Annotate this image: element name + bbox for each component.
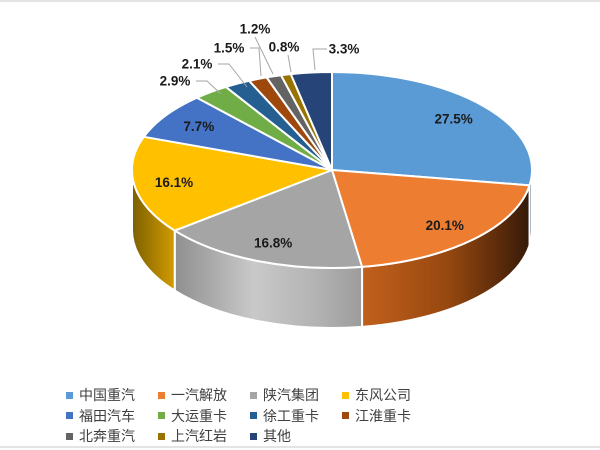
leader-line bbox=[254, 36, 274, 75]
legend-item: 一汽解放 bbox=[158, 385, 250, 406]
legend-label: 徐工重卡 bbox=[263, 407, 319, 424]
legend-swatch bbox=[158, 391, 165, 399]
legend-item: 东风公司 bbox=[342, 385, 434, 406]
legend-item: 徐工重卡 bbox=[250, 406, 342, 427]
legend-label: 江淮重卡 bbox=[355, 407, 411, 424]
legend-swatch bbox=[158, 432, 165, 440]
legend-item: 江淮重卡 bbox=[342, 406, 434, 427]
legend-item: 其他 bbox=[250, 426, 342, 447]
data-label: 16.8% bbox=[254, 235, 292, 250]
pie-slice bbox=[331, 71, 533, 187]
data-label: 1.2% bbox=[240, 22, 271, 37]
data-label: 16.1% bbox=[155, 175, 193, 190]
legend-swatch bbox=[250, 432, 257, 440]
legend-item: 大运重卡 bbox=[158, 406, 250, 427]
leader-line bbox=[312, 48, 327, 71]
legend-swatch bbox=[66, 432, 73, 440]
legend-label: 中国重汽 bbox=[79, 387, 135, 404]
legend-swatch bbox=[250, 391, 257, 399]
legend-item: 北奔重汽 bbox=[66, 426, 158, 447]
leader-line bbox=[250, 47, 262, 77]
pie-slice bbox=[131, 135, 333, 232]
leader-line bbox=[218, 63, 248, 88]
legend-label: 陕汽集团 bbox=[263, 387, 319, 404]
legend-item: 上汽红岩 bbox=[158, 426, 250, 447]
pie-slice bbox=[173, 169, 364, 269]
legend-label: 福田汽车 bbox=[79, 407, 135, 424]
legend-label: 大运重卡 bbox=[171, 407, 227, 424]
pie-slice bbox=[289, 71, 333, 171]
leader-line bbox=[196, 80, 222, 95]
legend-swatch bbox=[66, 391, 73, 399]
data-label: 2.9% bbox=[160, 74, 191, 89]
data-label: 27.5% bbox=[435, 112, 473, 127]
pie-slice bbox=[142, 96, 333, 171]
legend-label: 其他 bbox=[263, 428, 291, 445]
legend-swatch bbox=[342, 391, 349, 399]
legend-swatch bbox=[158, 412, 165, 420]
data-label: 20.1% bbox=[426, 218, 464, 233]
legend-label: 上汽红岩 bbox=[171, 428, 227, 445]
legend-swatch bbox=[66, 412, 73, 420]
data-label: 7.7% bbox=[183, 119, 214, 134]
leader-line bbox=[287, 54, 292, 73]
legend-label: 一汽解放 bbox=[171, 387, 227, 404]
legend-item: 中国重汽 bbox=[66, 385, 158, 406]
pie-slice bbox=[331, 169, 531, 268]
legend-swatch bbox=[250, 412, 257, 420]
data-label: 3.3% bbox=[329, 42, 360, 57]
pie-chart-3d: 27.5% 20.1% 16.8% 16.1% 7.7% 2.9% 2.1%1.5% 1.2%… bbox=[131, 22, 533, 329]
legend-label: 东风公司 bbox=[355, 387, 411, 404]
legend-item: 福田汽车 bbox=[66, 406, 158, 427]
chart-legend: 中国重汽 一汽解放 陕汽集团 东风公司福田汽车 大运重卡 徐工重卡 江淮重卡北奔重汽 上汽红岩… bbox=[66, 385, 434, 447]
data-label: 1.5% bbox=[214, 41, 245, 56]
data-label: 0.8% bbox=[269, 40, 300, 55]
data-label: 2.1% bbox=[182, 57, 213, 72]
legend-swatch bbox=[342, 412, 349, 420]
bottom-divider bbox=[0, 446, 600, 448]
legend-label: 北奔重汽 bbox=[79, 428, 135, 445]
legend-item: 陕汽集团 bbox=[250, 385, 342, 406]
